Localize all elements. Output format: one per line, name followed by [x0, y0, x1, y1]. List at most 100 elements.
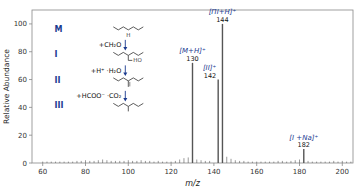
peak: [290, 161, 291, 163]
reagent-part: ·H₂O: [105, 67, 122, 75]
x-tick: [128, 163, 129, 166]
y-tick: [29, 163, 32, 164]
x-tick-label: 200: [336, 168, 349, 176]
peak: [295, 160, 296, 163]
bond: [129, 82, 130, 87]
reagent-label: +HCOO⁻ ·CO₂: [76, 92, 121, 100]
bond: [128, 106, 129, 111]
peak: [166, 162, 167, 163]
peak: [46, 162, 47, 163]
peak: [342, 161, 343, 163]
x-tick-label: 100: [122, 168, 135, 176]
x-tick: [171, 163, 172, 166]
peak: [171, 162, 172, 163]
peak: [325, 162, 326, 163]
peak: [303, 149, 304, 163]
bond: [113, 103, 128, 106]
x-axis-label: m/z: [185, 179, 200, 188]
peak: [72, 162, 73, 163]
atom-label: HO: [133, 57, 142, 63]
y-tick-label: 20: [18, 132, 27, 140]
peak: [76, 161, 77, 163]
peak: [299, 160, 300, 163]
peak: [111, 161, 112, 163]
y-tick: [29, 79, 32, 80]
bond: [113, 78, 128, 81]
x-tick: [299, 163, 300, 166]
peak: [205, 161, 206, 163]
peak-mz-label: 182: [298, 141, 310, 149]
x-tick: [213, 163, 214, 166]
molecule: [113, 78, 143, 87]
peak: [149, 161, 150, 163]
x-tick-label: 180: [293, 168, 306, 176]
peak: [145, 161, 146, 163]
peak: [183, 158, 184, 163]
molecule: [113, 27, 143, 30]
reaction-arrow: [125, 91, 126, 99]
compound-label: I: [54, 50, 57, 59]
peak: [222, 24, 223, 163]
peak: [201, 160, 202, 163]
peak: [162, 162, 163, 163]
peak: [98, 160, 99, 163]
peak: [81, 161, 82, 163]
reagent-part: +HCOO⁻: [76, 92, 105, 100]
x-tick: [42, 163, 43, 166]
reagent-part: +H⁺: [91, 67, 105, 75]
peak: [217, 80, 218, 163]
reaction-arrow-head: [123, 98, 127, 102]
reagent-label: +H⁺ ·H₂O: [91, 67, 122, 75]
peak: [231, 159, 232, 163]
peak: [260, 162, 261, 163]
peak: [308, 161, 309, 163]
compound-label: M: [54, 25, 62, 34]
peak: [346, 162, 347, 163]
y-tick-label: 40: [18, 104, 27, 112]
peak: [179, 160, 180, 163]
peaks: [43, 24, 351, 163]
peak: [188, 157, 189, 163]
bond: [128, 81, 129, 87]
y-axis-label: Relative Abundance: [2, 49, 11, 124]
peak: [282, 161, 283, 163]
bond: [128, 78, 143, 81]
peak: [153, 162, 154, 163]
reagent-label: +CH₂O: [99, 41, 122, 49]
peak: [55, 162, 56, 163]
peak-mz-label: 130: [186, 55, 198, 63]
y-tick-label: 60: [18, 76, 27, 84]
y-tick-label: 0: [23, 160, 27, 168]
peak: [243, 161, 244, 163]
peak-ion-label: [M+H]⁺: [179, 47, 206, 55]
y-tick: [29, 135, 32, 136]
x-tick-label: 160: [250, 168, 263, 176]
x-tick-label: 80: [81, 168, 90, 176]
peak: [136, 161, 137, 163]
peak: [196, 160, 197, 163]
peak: [128, 160, 129, 163]
peak: [269, 162, 270, 163]
peak: [248, 162, 249, 163]
peak: [64, 162, 65, 163]
bond: [128, 55, 132, 60]
reagent-part: +CH₂O: [99, 41, 122, 49]
peak: [239, 161, 240, 163]
x-tick: [85, 163, 86, 166]
y-tick: [29, 107, 32, 108]
peak: [316, 162, 317, 163]
compound-label: III: [54, 101, 63, 110]
peak: [209, 161, 210, 163]
peak-mz-label: 144: [216, 16, 228, 24]
peak: [192, 63, 193, 163]
peak: [286, 162, 287, 163]
peak: [102, 160, 103, 163]
atom-label: H: [126, 32, 130, 38]
peak: [59, 162, 60, 163]
peak: [320, 162, 321, 163]
peak: [158, 161, 159, 163]
peak: [115, 161, 116, 163]
peak-ion-label: [II]⁺: [203, 64, 217, 72]
reaction-arrow-head: [123, 47, 127, 51]
plot-frame: [32, 10, 353, 163]
